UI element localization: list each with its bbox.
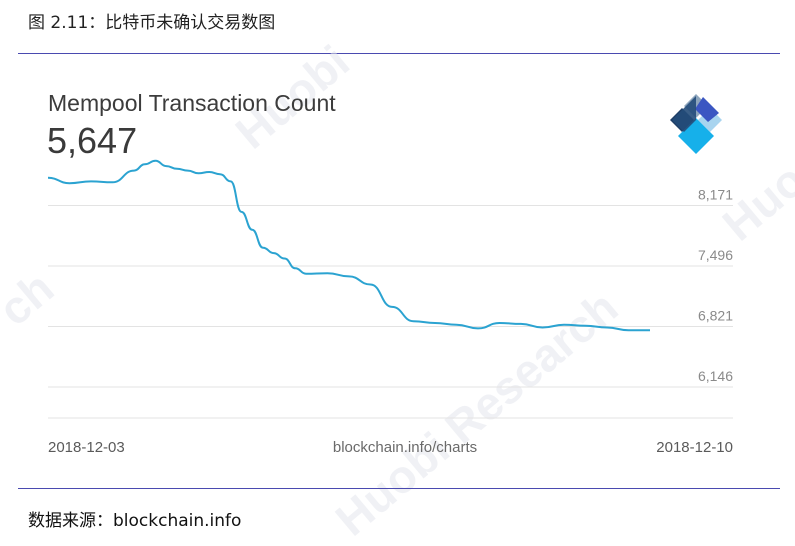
y-tick-label: 8,171	[698, 186, 733, 202]
blockchain-logo	[670, 94, 722, 154]
series-line	[47, 159, 650, 332]
figure-caption: 图 2.11：比特币未确认交易数图	[28, 13, 276, 33]
x-axis-start-label: 2018-12-03	[48, 439, 125, 456]
bottom-rule	[18, 488, 780, 489]
y-tick-label: 6,821	[698, 307, 733, 323]
chart-svg: 6,146 6,821 7,496 8,171 2018-12-03 2018-12-…	[47, 159, 733, 456]
chart-headline-value: 5,647	[47, 120, 138, 161]
y-axis-ticks: 6,146 6,821 7,496 8,171	[698, 186, 733, 384]
top-rule	[18, 53, 780, 54]
x-axis-end-label: 2018-12-10	[656, 439, 733, 456]
y-tick-label: 7,496	[698, 247, 733, 263]
gridlines	[48, 204, 733, 419]
chart-title: Mempool Transaction Count	[48, 90, 336, 116]
chart-source-label: blockchain.info/charts	[333, 439, 477, 456]
source-note: 数据来源：blockchain.info	[28, 511, 242, 531]
y-tick-label: 6,146	[698, 368, 733, 384]
